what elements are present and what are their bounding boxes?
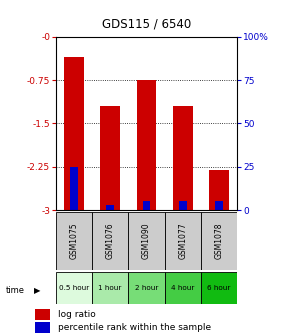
Bar [165,212,201,270]
Bar [64,57,84,210]
Text: GSM1075: GSM1075 [69,223,78,259]
Text: GSM1090: GSM1090 [142,223,151,259]
Text: ▶: ▶ [34,286,40,295]
Bar [56,212,92,270]
Bar [173,106,193,210]
Bar [201,272,237,304]
Bar [142,201,151,210]
Text: percentile rank within the sample: percentile rank within the sample [58,323,211,332]
Bar [201,212,237,270]
Text: GSM1076: GSM1076 [106,223,115,259]
Text: log ratio: log ratio [58,310,96,319]
Text: 6 hour: 6 hour [207,285,231,291]
Bar [100,106,120,210]
Bar [92,212,128,270]
Bar [215,201,223,210]
Text: time: time [6,286,25,295]
Bar [35,309,50,320]
Bar [92,272,128,304]
Bar [128,212,165,270]
Bar [70,167,78,210]
Bar [137,80,156,210]
Text: GDS115 / 6540: GDS115 / 6540 [102,17,191,30]
Bar [35,323,50,333]
Bar [209,170,229,210]
Bar [179,201,187,210]
Bar [128,272,165,304]
Text: GSM1078: GSM1078 [215,223,224,259]
Text: 2 hour: 2 hour [135,285,158,291]
Text: 1 hour: 1 hour [98,285,122,291]
Text: 4 hour: 4 hour [171,285,195,291]
Bar [165,272,201,304]
Text: GSM1077: GSM1077 [178,223,187,259]
Text: 0.5 hour: 0.5 hour [59,285,89,291]
Bar [106,205,114,210]
Bar [56,272,92,304]
